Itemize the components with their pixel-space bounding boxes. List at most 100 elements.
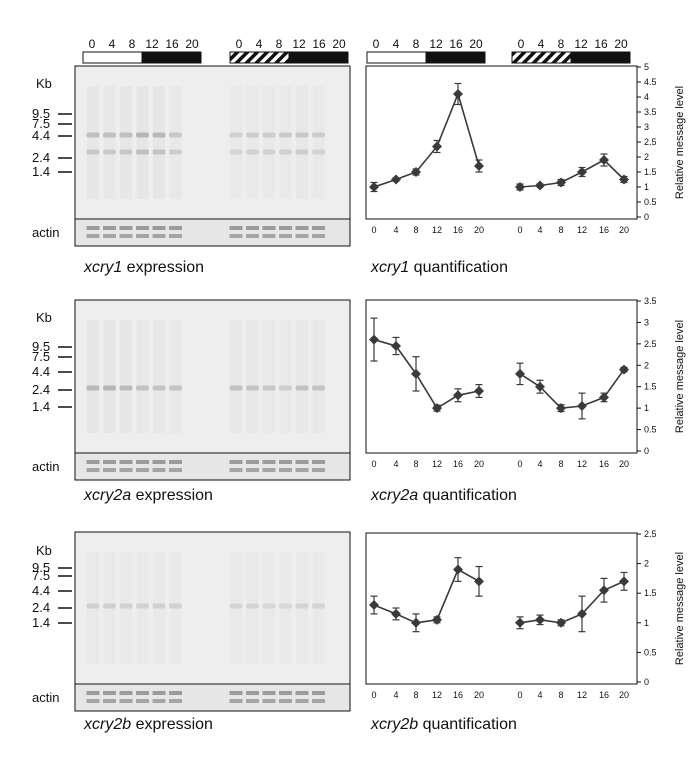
time-tick-label: 16 [594,37,608,51]
actin-band [246,468,259,472]
actin-band [169,460,182,464]
northern-blots: Kb9.57.54.42.41.4actinKb9.57.54.42.41.4a… [32,65,351,712]
size-marker-label: 4.4 [32,583,50,598]
y-tick-label: 0.5 [644,425,657,435]
lane-smear [296,320,308,433]
actin-band [262,226,276,230]
blot-band [279,603,292,609]
size-marker-label: 1.4 [32,164,50,179]
light-dark-timebars: 0 4 8 12 16 20 0 4 8 12 16 20 0 4 8 12 16 20 0 4 8 12 16 20 [82,37,631,64]
data-point-marker [453,564,463,575]
actin-band [136,468,149,472]
dark-phase-bar [288,51,349,64]
actin-band [86,234,100,238]
actin-band [312,460,325,464]
y-tick-label: 2.5 [644,137,657,147]
actin-band [295,226,309,230]
actin-band [119,691,133,695]
x-tick-label: 8 [413,690,418,700]
time-tick-label: 4 [538,37,545,51]
y-tick-label: 3.5 [644,296,657,306]
blot-caption: xcry1 expression [83,259,204,276]
y-tick-label: 1 [644,403,649,413]
data-point-marker [556,403,566,414]
time-tick-label: 0 [373,37,380,51]
actin-band [246,699,259,703]
gene-name: xcry2b [83,716,131,733]
actin-band [312,691,325,695]
actin-band [262,468,276,472]
data-point-marker [556,617,566,628]
blot-band [279,149,292,155]
light-phase-bar [82,51,143,64]
data-point-marker [432,141,442,152]
caption-suffix: quantification [409,259,508,276]
blot-band [262,603,276,609]
time-tick-label: 12 [574,37,588,51]
blot-band [86,603,100,609]
lane-smear [169,320,182,433]
size-marker-label: 4.4 [32,364,50,379]
blot-band [103,603,116,609]
actin-band [119,234,133,238]
blot-band [152,603,166,609]
x-tick-label: 12 [432,690,442,700]
gene-name: xcry1 [83,259,122,276]
blot-band [229,149,243,155]
data-point-marker [391,608,401,619]
caption-suffix: expression [122,259,204,276]
actin-band [169,468,182,472]
lane-smear [169,86,182,199]
blot-band [169,603,182,609]
blot-band [295,603,309,609]
time-tick-label: 8 [129,37,136,51]
actin-band [312,699,325,703]
lane-smear [263,320,275,433]
lane-smear [120,552,132,664]
actin-label: actin [32,225,59,240]
actin-band [295,699,309,703]
blot-band [169,149,182,155]
y-tick-label: 0 [644,212,649,222]
blot-band [169,385,182,391]
blot-band [229,385,243,391]
blot-band [312,603,325,609]
lane-smear [230,320,242,433]
actin-band [103,468,116,472]
lane-smear [153,320,165,433]
time-tick-label: 16 [165,37,179,51]
x-tick-label: 4 [537,459,542,469]
actin-band [279,226,292,230]
x-tick-label: 20 [474,225,484,235]
x-tick-label: 16 [599,690,609,700]
data-point-marker [391,341,401,351]
blot-band [246,149,259,155]
dark-phase-bar [425,51,486,64]
actin-label: actin [32,690,59,705]
actin-band [136,460,149,464]
lane-smear [153,86,165,199]
actin-band [262,691,276,695]
caption-suffix: quantification [418,716,517,733]
blot-band [119,385,133,391]
x-tick-label: 16 [453,225,463,235]
lane-smear [279,86,292,199]
blot-band [103,149,116,155]
data-point-marker [432,614,442,625]
y-tick-label: 2 [644,360,649,370]
x-tick-label: 4 [537,225,542,235]
blot-band [246,132,259,138]
data-point-marker [535,614,545,625]
time-tick-label: 0 [518,37,525,51]
blot-band [312,149,325,155]
blot-actin-panel [74,452,351,481]
size-marker-label: 2.4 [32,382,50,397]
blot-band [86,385,100,391]
actin-band [169,226,182,230]
data-point-marker [474,576,484,587]
actin-band [295,460,309,464]
lane-smear [230,552,242,664]
y-tick-label: 2 [644,152,649,162]
data-point-marker [619,576,629,587]
